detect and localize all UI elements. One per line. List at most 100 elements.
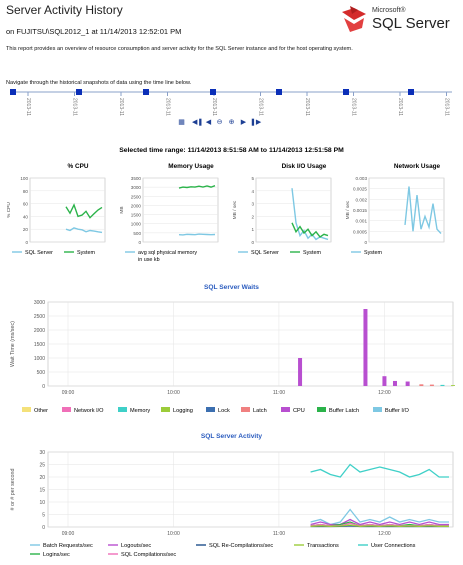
timeline-tick-label: 2013-11-14 11:40 (118, 98, 124, 116)
mini-ytick: 1000 (131, 222, 142, 227)
timeline-marker (276, 89, 282, 95)
mini-ytick: 20 (23, 227, 29, 232)
first-icon[interactable]: ◀❚ (192, 119, 204, 126)
mini-ytick: 0.0015 (353, 208, 367, 213)
mini-legend-label: System (364, 250, 382, 256)
mini-ytick: 0 (25, 240, 28, 245)
activity-series-line (310, 524, 449, 527)
mini-legend-label: SQL Server (251, 250, 279, 256)
waits-chart: 3000 2500 2000 1500 1000 500 0 Wait Time (ms/se… (10, 300, 455, 414)
activity-xtick: 12:00 (378, 531, 391, 537)
waits-bar (429, 384, 434, 386)
mini-ytick: 40 (23, 214, 29, 219)
waits-legend-label: Other (34, 408, 48, 414)
mini-ytick: 1500 (131, 213, 142, 218)
timeline-marker (143, 89, 149, 95)
waits-bar (440, 384, 445, 386)
mini-ytick: 0.003 (356, 176, 368, 181)
mini-series-line (178, 185, 216, 189)
mini-ytick: 0.001 (356, 219, 368, 224)
mini-ytick: 0.0025 (353, 187, 367, 192)
calendar-icon[interactable]: ▦ (178, 119, 185, 126)
timeline-marker (10, 89, 16, 95)
mini-series-line (291, 222, 329, 238)
mini-legend-label: avg sql physical memory (138, 250, 197, 256)
waits-ytick: 3000 (34, 300, 45, 306)
activity-ylabel: # or # per second (10, 469, 16, 511)
waits-legend-swatch (161, 407, 170, 412)
mini-series-line (65, 227, 103, 234)
mini-ytick: 2500 (131, 194, 142, 199)
activity-ytick: 20 (39, 475, 45, 481)
zoom-in-icon[interactable]: ⊕ (228, 119, 235, 126)
last-icon[interactable]: ❚▶ (250, 119, 262, 126)
mini-ytick: 2000 (131, 203, 142, 208)
mini-series-line (65, 203, 103, 219)
waits-legend-label: Network I/O (74, 408, 104, 414)
timeline-marker (408, 89, 414, 95)
waits-legend-swatch (373, 407, 382, 412)
waits-bar (392, 380, 397, 386)
waits-xtick: 09:00 (62, 390, 75, 396)
activity-ytick: 30 (39, 450, 45, 456)
waits-ytick: 0 (42, 384, 45, 390)
mini-ytick: 0 (138, 240, 141, 245)
mini-ytick: 0 (364, 240, 367, 245)
previous-icon[interactable]: ◀ (205, 119, 212, 126)
activity-ytick: 0 (42, 525, 45, 531)
report-title: Server Activity History (6, 3, 123, 17)
mini-ytick: 1 (251, 227, 254, 232)
timeline-tick-label: 2013-11-14 12:50 (444, 98, 450, 116)
mini-chart-frame (255, 177, 332, 243)
mini-chart-title: Memory Usage (168, 163, 214, 170)
timeline-marker (210, 89, 216, 95)
mini-ytick: 0.0005 (353, 229, 367, 234)
mini-legend-label-cont: in use kb (138, 257, 160, 263)
activity-series-line (310, 463, 449, 478)
activity-chart: 30 25 20 15 10 5 0 # or # per second 09:00 10:00 1… (10, 450, 454, 558)
sql-server-logo: Microsoft® SQL Server (340, 4, 458, 38)
activity-ytick: 25 (39, 463, 45, 469)
waits-xtick: 10:00 (167, 390, 180, 396)
waits-ytick: 500 (37, 370, 46, 376)
timeline-tick-label: 2013-11-14 11:20 (25, 98, 31, 116)
mini-ytick: 60 (23, 202, 29, 207)
timeline-marker (343, 89, 349, 95)
waits-legend-swatch (22, 407, 31, 412)
mini-ylabel: MB / sec (232, 200, 238, 219)
activity-xtick: 09:00 (62, 531, 75, 537)
activity-legend-label: Transactions (307, 543, 339, 549)
timeline-marker (76, 89, 82, 95)
timeline[interactable]: 2013-11-14 11:20 2013-11-14 11:30 2013-11-… (0, 88, 463, 116)
report-subtitle: on FUJITSU\SQL2012_1 at 11/14/2013 12:52… (6, 27, 182, 36)
activity-legend-label: Logins/sec (43, 552, 70, 558)
mini-ylabel: MB / sec (345, 200, 351, 219)
mini-chart-title: Network Usage (394, 163, 441, 170)
timeline-tick-label: 2013-11-14 12:20 (304, 98, 310, 116)
zoom-out-icon[interactable]: ⊖ (216, 119, 223, 126)
waits-bar (363, 309, 368, 386)
waits-legend-label: CPU (293, 408, 305, 414)
timeline-tick-label: 2013-11-14 12:30 (351, 98, 357, 116)
activity-xtick: 11:00 (273, 531, 285, 537)
activity-series-line (310, 508, 449, 526)
mini-legend-label: SQL Server (25, 250, 53, 256)
waits-legend-swatch (241, 407, 250, 412)
waits-xtick: 12:00 (378, 390, 391, 396)
mini-ytick: 500 (133, 231, 141, 236)
waits-xtick: 11:00 (273, 390, 285, 396)
mini-ytick: 80 (23, 189, 29, 194)
report-description: This report provides an overview of reso… (6, 46, 353, 52)
waits-legend-swatch (118, 407, 127, 412)
mini-ytick: 2 (251, 214, 254, 219)
mini-ytick: 0 (251, 240, 254, 245)
activity-ytick: 10 (39, 500, 45, 506)
timeline-tick-label: 2013-11-14 12:40 (397, 98, 403, 116)
next-icon[interactable]: ▶ (240, 119, 247, 126)
waits-legend-label: Latch (253, 408, 267, 414)
activity-series-line (310, 518, 449, 526)
timeline-hint: Navigate through the historical snapshot… (6, 80, 192, 86)
waits-bar (405, 381, 410, 386)
logo-sql-server: SQL Server (372, 15, 450, 32)
mini-chart-title: % CPU (68, 163, 89, 170)
